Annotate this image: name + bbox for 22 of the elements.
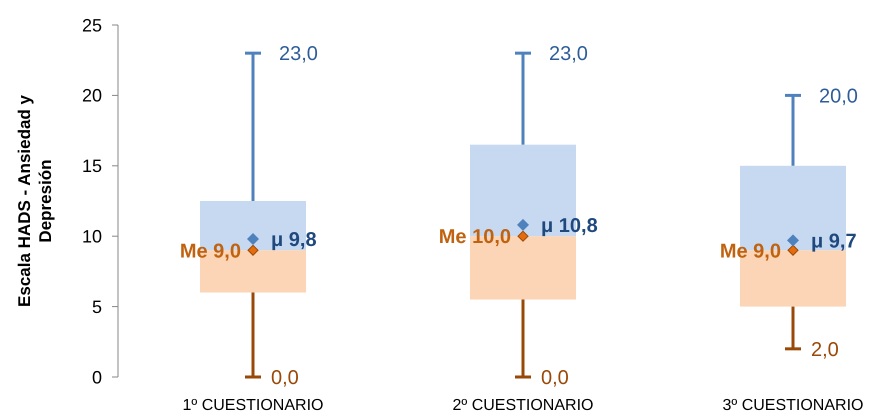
annotation: 0,0 bbox=[271, 367, 299, 389]
y-tick-label: 20 bbox=[82, 86, 102, 106]
annotation: μ 9,8 bbox=[271, 229, 317, 252]
annotation: 0,0 bbox=[541, 367, 569, 389]
y-tick-label: 0 bbox=[92, 367, 102, 388]
y-tick-label: 25 bbox=[82, 15, 102, 36]
annotation: 23,0 bbox=[549, 43, 588, 66]
x-tick-label: 1º CUESTIONARIO bbox=[182, 397, 324, 414]
annotation: 20,0 bbox=[819, 85, 858, 108]
y-axis-title: Escala HADS - Ansiedad y Depresión bbox=[15, 94, 55, 307]
annotation: μ 9,7 bbox=[811, 230, 857, 252]
x-tick-label: 3º CUESTIONARIO bbox=[722, 397, 864, 414]
annotation: 2,0 bbox=[811, 338, 839, 361]
x-tick-label: 2º CUESTIONARIO bbox=[452, 397, 594, 414]
annotation: Me 9,0 bbox=[720, 240, 781, 262]
y-tick-label: 5 bbox=[92, 296, 102, 317]
annotation: Me 9,0 bbox=[180, 240, 241, 262]
annotation: μ 10,8 bbox=[541, 214, 598, 237]
annotation: Me 10,0 bbox=[438, 226, 511, 248]
annotation: 23,0 bbox=[279, 43, 318, 66]
y-tick-label: 15 bbox=[82, 156, 102, 176]
y-tick-label: 10 bbox=[82, 226, 102, 246]
